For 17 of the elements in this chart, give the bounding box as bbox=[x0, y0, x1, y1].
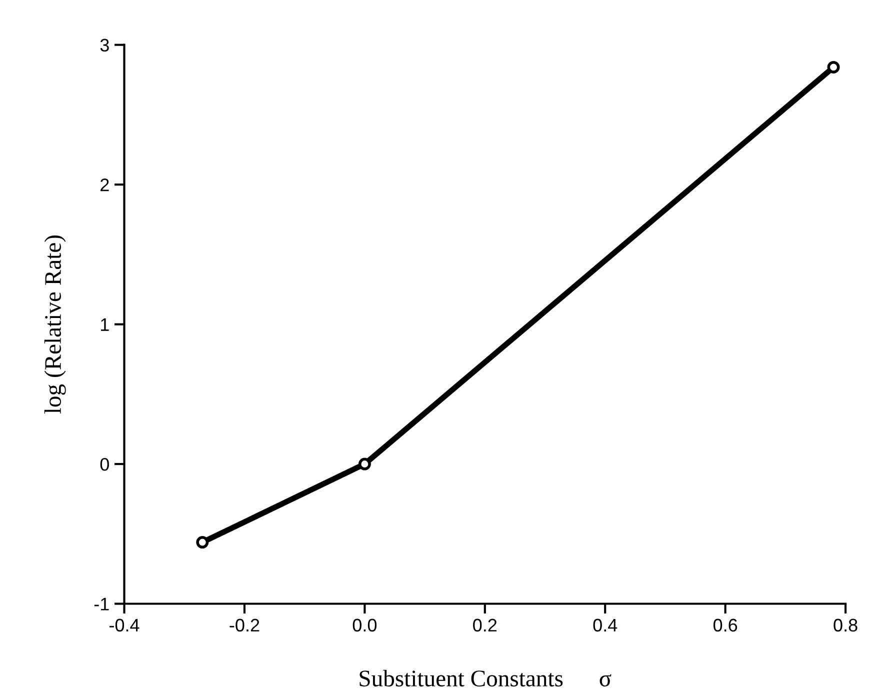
x-tick-label: 0.8 bbox=[834, 618, 858, 632]
y-tick-label: 3 bbox=[100, 38, 109, 52]
y-tick-label: -1 bbox=[94, 598, 109, 610]
x-tick-label: 0.4 bbox=[593, 618, 618, 632]
x-tick-label: 0.0 bbox=[352, 618, 377, 632]
x-tick-label: 0.6 bbox=[713, 618, 738, 632]
point bbox=[196, 536, 209, 549]
y-axis-title: log (Relative Rate) bbox=[44, 236, 66, 414]
y-tick-label: 2 bbox=[100, 178, 109, 192]
x-tick-label: 0.2 bbox=[473, 618, 497, 632]
y-tick-label: 1 bbox=[101, 318, 109, 331]
x-tick-label: -0.4 bbox=[110, 618, 140, 632]
x-tick-label: -0.2 bbox=[230, 618, 260, 632]
y-tick-label: 0 bbox=[100, 458, 109, 471]
point bbox=[358, 458, 371, 470]
point bbox=[827, 60, 840, 74]
x-axis-title: Substituent Constants σ bbox=[360, 670, 612, 687]
